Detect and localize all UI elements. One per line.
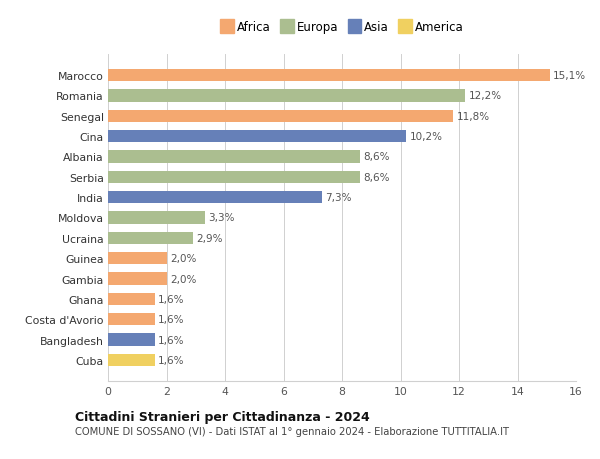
Bar xyxy=(108,151,359,163)
Bar xyxy=(108,212,205,224)
Bar xyxy=(108,252,167,265)
Bar xyxy=(108,273,167,285)
Bar xyxy=(108,232,193,244)
Text: 7,3%: 7,3% xyxy=(325,193,352,203)
Text: 15,1%: 15,1% xyxy=(553,71,586,81)
Text: 1,6%: 1,6% xyxy=(158,355,185,365)
Bar xyxy=(108,111,453,123)
Text: 2,0%: 2,0% xyxy=(170,254,196,263)
Legend: Africa, Europa, Asia, America: Africa, Europa, Asia, America xyxy=(218,19,466,36)
Text: 1,6%: 1,6% xyxy=(158,335,185,345)
Text: 8,6%: 8,6% xyxy=(363,152,389,162)
Text: 12,2%: 12,2% xyxy=(469,91,502,101)
Text: 8,6%: 8,6% xyxy=(363,173,389,182)
Bar xyxy=(108,171,359,184)
Bar xyxy=(108,313,155,325)
Text: COMUNE DI SOSSANO (VI) - Dati ISTAT al 1° gennaio 2024 - Elaborazione TUTTITALIA: COMUNE DI SOSSANO (VI) - Dati ISTAT al 1… xyxy=(75,426,509,436)
Text: 11,8%: 11,8% xyxy=(457,112,490,122)
Bar xyxy=(108,354,155,366)
Text: 2,9%: 2,9% xyxy=(196,233,223,243)
Text: 3,3%: 3,3% xyxy=(208,213,235,223)
Bar xyxy=(108,131,406,143)
Text: 10,2%: 10,2% xyxy=(410,132,443,142)
Bar xyxy=(108,192,322,204)
Text: Cittadini Stranieri per Cittadinanza - 2024: Cittadini Stranieri per Cittadinanza - 2… xyxy=(75,410,370,423)
Bar xyxy=(108,293,155,305)
Text: 1,6%: 1,6% xyxy=(158,314,185,325)
Text: 1,6%: 1,6% xyxy=(158,294,185,304)
Text: 2,0%: 2,0% xyxy=(170,274,196,284)
Bar xyxy=(108,70,550,82)
Bar xyxy=(108,334,155,346)
Bar xyxy=(108,90,465,102)
